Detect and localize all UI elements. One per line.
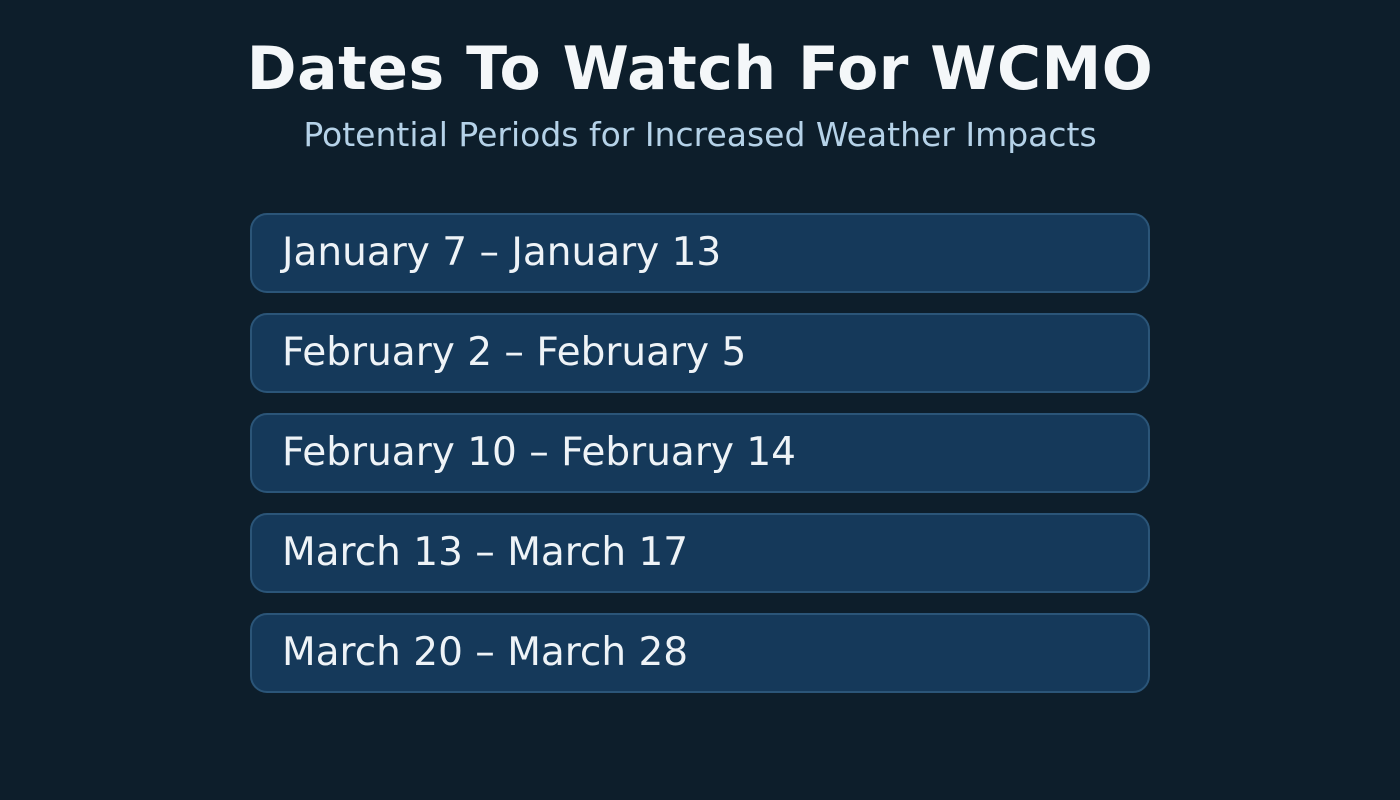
- page-subtitle: Potential Periods for Increased Weather …: [303, 115, 1097, 155]
- date-range-item: March 13 – March 17: [250, 512, 1150, 593]
- date-range-item: February 10 – February 14: [250, 412, 1150, 493]
- infographic-root: Dates To Watch For WCMO Potential Period…: [246, 34, 1154, 693]
- date-range-label: February 2 – February 5: [282, 330, 747, 376]
- date-range-list: January 7 – January 13 February 2 – Febr…: [250, 212, 1150, 693]
- date-range-item: January 7 – January 13: [250, 212, 1150, 293]
- date-range-item: February 2 – February 5: [250, 312, 1150, 393]
- date-range-label: March 20 – March 28: [282, 630, 689, 676]
- date-range-label: January 7 – January 13: [282, 230, 722, 276]
- date-range-item: March 20 – March 28: [250, 612, 1150, 693]
- page-title: Dates To Watch For WCMO: [246, 34, 1154, 104]
- date-range-label: February 10 – February 14: [282, 430, 796, 476]
- date-range-label: March 13 – March 17: [282, 530, 689, 576]
